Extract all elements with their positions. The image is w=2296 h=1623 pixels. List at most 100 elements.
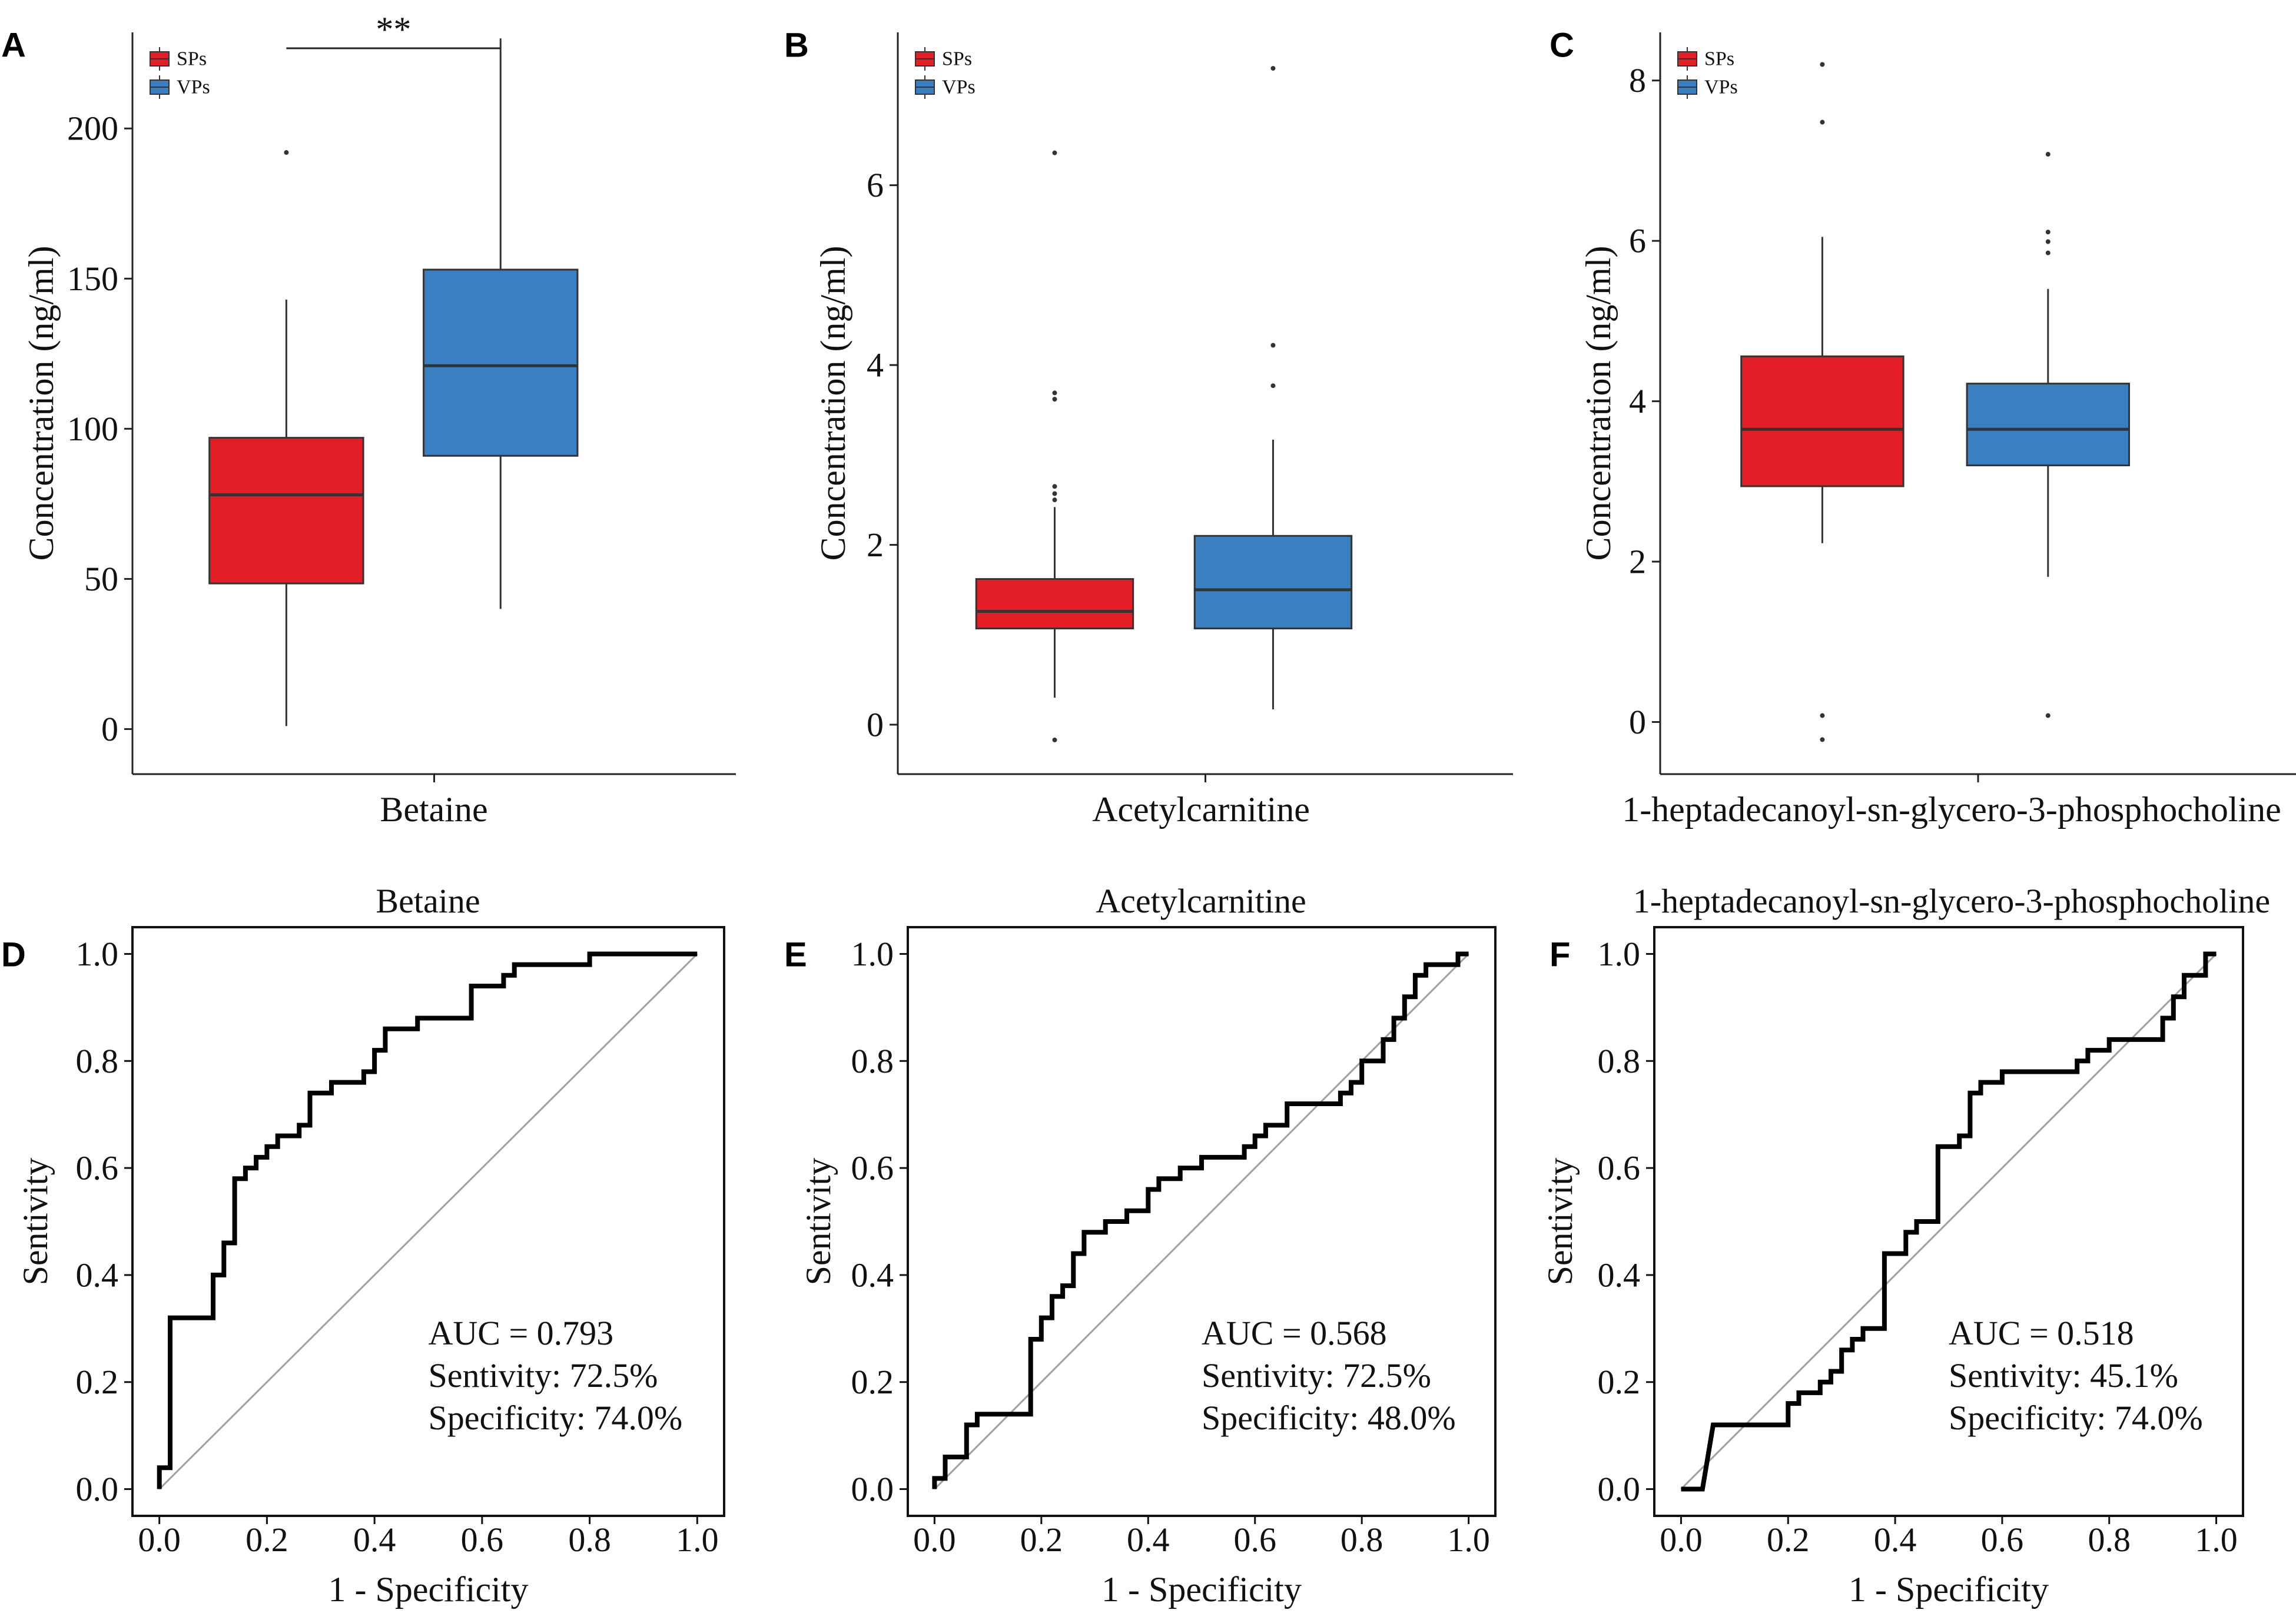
sensitivity-value: Sentivity: 72.5% — [1202, 1356, 1431, 1395]
y-tick-label: 50 — [84, 560, 118, 598]
y-tick-label: 2 — [1629, 543, 1646, 581]
y-tick-label: 0.8 — [76, 1042, 119, 1080]
outlier-point — [1052, 491, 1057, 496]
x-tick-label: 0.0 — [138, 1521, 181, 1559]
outlier-point — [2045, 230, 2051, 235]
panel-letter: A — [1, 26, 26, 65]
plot-frame — [1653, 926, 2244, 1517]
x-tick-label: 0.8 — [2088, 1521, 2131, 1559]
specificity-value: Specificity: 74.0% — [429, 1399, 683, 1437]
iqr-box — [1966, 383, 2131, 467]
outlier-point — [1052, 484, 1057, 489]
boxplot-panel-a: A 0 50 100 150 200 Betaine Concentration (ng/ml… — [1, 10, 736, 829]
reference-diagonal — [934, 953, 1469, 1490]
legend-label: VPs — [1704, 77, 1738, 98]
roc-panel-d: D Betaine 0.0 0.2 0.4 0.6 0.8 1.0 0.0 0.2 0.4 0.6 0.… — [1, 882, 725, 1609]
y-tick-label: 0 — [101, 710, 118, 748]
box-vps — [423, 38, 579, 609]
panel-letter: E — [784, 936, 807, 974]
y-tick-label: 0.4 — [76, 1256, 119, 1294]
outlier-point — [1052, 150, 1057, 155]
roc-curve — [1681, 951, 2217, 1492]
roc-title: Betaine — [376, 882, 480, 920]
x-tick-label: 0.2 — [1020, 1521, 1063, 1559]
outlier-point — [284, 150, 289, 155]
x-tick-label: 0.6 — [1981, 1521, 2024, 1559]
roc-panel-f: F 1-heptadecanoyl-sn-glycero-3-phosphocho… — [1541, 882, 2270, 1609]
outlier-point — [1052, 397, 1057, 402]
iqr-box — [208, 437, 364, 585]
roc-title: 1-heptadecanoyl-sn-glycero-3-phosphochol… — [1633, 882, 2270, 920]
y-tick-label: 0.2 — [76, 1363, 119, 1401]
x-tick-label: 0.2 — [1767, 1521, 1810, 1559]
y-tick-label: 6 — [867, 166, 884, 204]
x-tick-label: 0.6 — [461, 1521, 504, 1559]
outlier-point — [1820, 713, 1825, 718]
y-tick-label: 6 — [1629, 222, 1646, 260]
y-axis-title: Concentration (ng/ml) — [1579, 246, 1618, 561]
x-axis-title: 1 - Specificity — [329, 1570, 529, 1609]
outlier-point — [1820, 62, 1825, 67]
specificity-value: Specificity: 48.0% — [1202, 1399, 1456, 1437]
y-axis-title: Concentration (ng/ml) — [814, 246, 852, 561]
legend-label: SPs — [1704, 48, 1734, 70]
y-tick-label: 1.0 — [76, 935, 119, 973]
plot-frame — [131, 926, 725, 1517]
sensitivity-value: Sentivity: 45.1% — [1949, 1356, 2178, 1395]
y-tick-label: 4 — [867, 346, 884, 384]
legend-label: SPs — [177, 48, 207, 70]
x-tick-label: 1.0 — [676, 1521, 719, 1559]
y-tick-label: 0.6 — [1598, 1149, 1641, 1187]
y-tick-label: 1.0 — [1598, 935, 1641, 973]
outlier-point — [1052, 497, 1057, 503]
x-axis-label: Betaine — [380, 790, 487, 829]
y-axis-title: Sentivity — [16, 1158, 55, 1286]
y-tick-label: 0.6 — [76, 1149, 119, 1187]
y-tick-label: 0.6 — [851, 1149, 894, 1187]
y-tick-label: 0.4 — [1598, 1256, 1641, 1294]
specificity-value: Specificity: 74.0% — [1949, 1399, 2203, 1437]
box-sps — [1740, 62, 1905, 742]
y-tick-label: 0.4 — [851, 1256, 894, 1294]
box-sps — [975, 150, 1134, 742]
x-tick-label: 0.6 — [1233, 1521, 1276, 1559]
iqr-box — [423, 268, 579, 457]
boxplot-panel-c: C 0 2 4 6 8 1-heptadecanoyl-sn-glycero-3-phosp… — [1550, 26, 2296, 829]
outlier-point — [1270, 66, 1276, 71]
auc-value: AUC = 0.793 — [429, 1314, 614, 1352]
y-tick-label: 4 — [1629, 382, 1646, 420]
roc-panel-e: E Acetylcarnitine 0.0 0.2 0.4 0.6 0.8 1.0 0.0 0.2… — [784, 882, 1497, 1609]
y-tick-label: 8 — [1629, 61, 1646, 99]
plot-frame — [907, 926, 1497, 1517]
y-axis-title: Sentivity — [799, 1158, 838, 1286]
x-tick-label: 0.0 — [1660, 1521, 1703, 1559]
outlier-point — [1270, 343, 1276, 348]
y-tick-label: 1.0 — [851, 935, 894, 973]
outlier-point — [1820, 737, 1825, 742]
y-axis-title: Sentivity — [1541, 1158, 1580, 1286]
y-tick-label: 2 — [867, 526, 884, 564]
y-tick-label: 0.0 — [851, 1470, 894, 1508]
box-sps — [208, 150, 364, 726]
x-axis-title: 1 - Specificity — [1101, 1570, 1302, 1609]
outlier-point — [1270, 383, 1276, 389]
box-vps — [1966, 152, 2131, 718]
x-tick-label: 0.8 — [1341, 1521, 1383, 1559]
iqr-box — [1740, 355, 1905, 487]
roc-curve — [157, 951, 698, 1489]
outlier-point — [1820, 120, 1825, 125]
x-axis-label: Acetylcarnitine — [1092, 790, 1310, 829]
x-tick-label: 1.0 — [1447, 1521, 1490, 1559]
y-tick-label: 0 — [867, 706, 884, 744]
panel-letter: B — [784, 26, 809, 65]
outlier-point — [2045, 250, 2051, 255]
outlier-point — [2045, 152, 2051, 157]
x-tick-label: 1.0 — [2195, 1521, 2238, 1559]
y-tick-label: 0.2 — [851, 1363, 894, 1401]
significance-label: ** — [376, 10, 411, 49]
x-tick-label: 0.8 — [568, 1521, 611, 1559]
y-tick-label: 0.0 — [1598, 1470, 1641, 1508]
box-vps — [1193, 66, 1353, 710]
boxplot-panel-b: B 0 2 4 6 Acetylcarnitine Concentration (ng/ml… — [784, 26, 1513, 829]
